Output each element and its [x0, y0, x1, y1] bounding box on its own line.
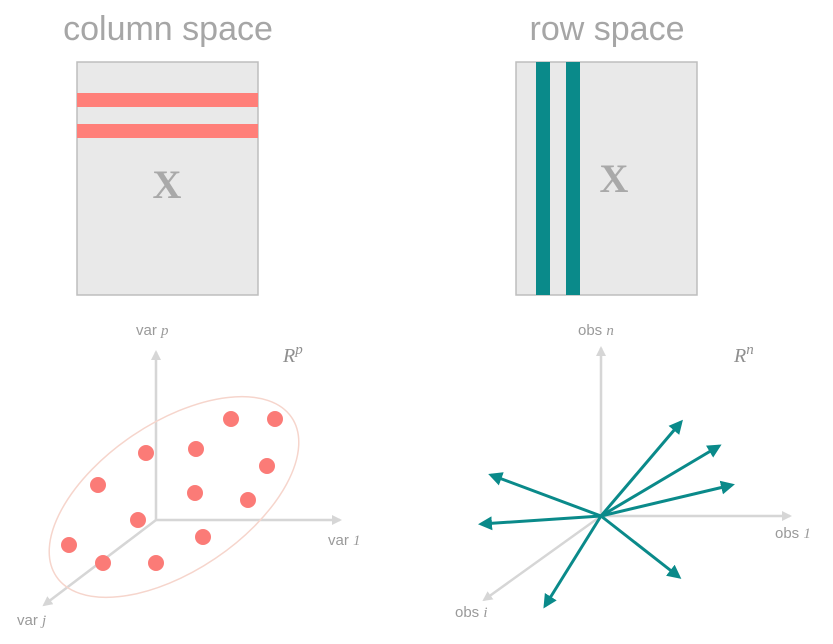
column-highlight: [536, 62, 550, 295]
vector-arrow: [478, 514, 602, 531]
axis-depth: [482, 514, 602, 602]
data-point: [148, 555, 164, 571]
row-highlight: [77, 93, 258, 107]
axis-label-depth: var j: [17, 612, 46, 629]
data-point: [95, 555, 111, 571]
vector-arrow: [543, 515, 603, 609]
space-label-left: Rp: [282, 342, 303, 367]
vector-arrow: [600, 480, 735, 518]
data-point: [187, 485, 203, 501]
left-panel: column space X va: [17, 10, 361, 629]
data-points: [61, 411, 283, 571]
vector-arrow: [600, 514, 682, 579]
space-label-right: Rn: [733, 342, 754, 367]
axis-label-depth: obs i: [455, 604, 488, 621]
axis-label-vertical: var p: [136, 322, 169, 339]
data-point: [61, 537, 77, 553]
right-matrix: X: [515, 61, 698, 296]
data-point: [188, 441, 204, 457]
point-cloud-ellipse: [48, 395, 300, 599]
data-point: [267, 411, 283, 427]
data-point: [259, 458, 275, 474]
left-panel-title: column space: [63, 10, 273, 48]
observation-vectors: [478, 419, 735, 609]
data-point: [195, 529, 211, 545]
vector-arrow: [488, 472, 602, 518]
left-axes: [42, 350, 342, 607]
right-axes: [482, 346, 792, 602]
column-highlight: [566, 62, 580, 295]
right-panel-title: row space: [530, 10, 685, 48]
left-matrix: X: [76, 61, 259, 296]
right-panel: row space X obs n obs 1 obs i Rn: [455, 10, 811, 621]
data-point: [130, 512, 146, 528]
vector-arrow: [599, 419, 683, 517]
axis-label-vertical: obs n: [578, 322, 614, 339]
vector-arrow: [600, 444, 722, 518]
row-highlight: [77, 124, 258, 138]
data-point: [138, 445, 154, 461]
axis-label-horizontal: var 1: [328, 532, 361, 549]
data-point: [240, 492, 256, 508]
right-matrix-label: X: [600, 156, 629, 201]
data-point: [223, 411, 239, 427]
left-matrix-label: X: [153, 162, 182, 207]
axis-label-horizontal: obs 1: [775, 525, 811, 542]
data-point: [90, 477, 106, 493]
